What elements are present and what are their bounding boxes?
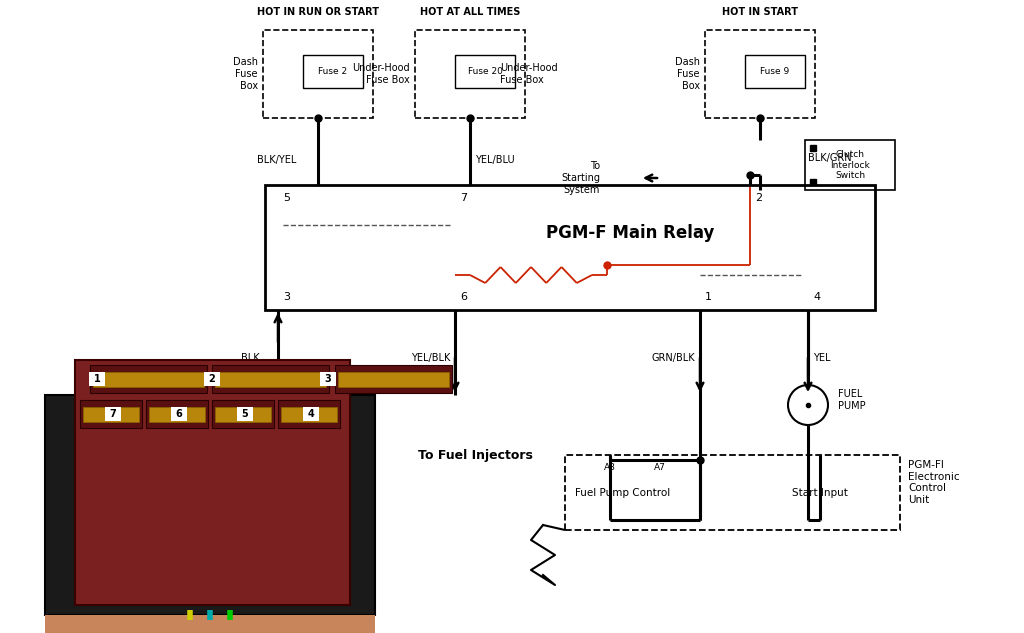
Text: BLK/YEL: BLK/YEL — [257, 155, 296, 165]
Text: 5: 5 — [242, 409, 249, 419]
Bar — [45, 615, 375, 633]
Text: Fuse 20: Fuse 20 — [468, 68, 503, 77]
Text: 7: 7 — [460, 193, 467, 203]
Bar — [805, 140, 895, 190]
Text: Fuse 9: Fuse 9 — [761, 68, 790, 77]
Text: PGM-FI
Electronic
Control
Unit: PGM-FI Electronic Control Unit — [908, 460, 959, 505]
Text: 4: 4 — [307, 409, 314, 419]
Bar — [303, 407, 319, 421]
Text: BLK/GRN: BLK/GRN — [808, 153, 852, 163]
Text: HOT IN START: HOT IN START — [722, 7, 798, 17]
Text: YEL: YEL — [813, 353, 830, 363]
Text: Clutch
Interlock
Switch: Clutch Interlock Switch — [830, 150, 869, 180]
Text: A7: A7 — [654, 463, 666, 472]
Bar — [89, 372, 105, 386]
Bar — [212, 365, 329, 393]
Bar — [319, 372, 336, 386]
Bar — [263, 30, 373, 118]
Bar — [171, 407, 187, 421]
Bar — [83, 407, 139, 422]
Text: 6: 6 — [460, 292, 467, 302]
Bar — [90, 365, 207, 393]
Text: BLK: BLK — [242, 353, 260, 363]
Text: Fuel Pump Control: Fuel Pump Control — [574, 487, 670, 498]
Text: Under-Hood
Fuse Box: Under-Hood Fuse Box — [352, 63, 410, 85]
Text: 6: 6 — [176, 409, 182, 419]
Text: 1: 1 — [705, 292, 712, 302]
Text: HOT AT ALL TIMES: HOT AT ALL TIMES — [420, 7, 520, 17]
Text: FUEL
PUMP: FUEL PUMP — [838, 389, 865, 411]
Bar — [212, 400, 274, 428]
Bar — [455, 55, 515, 88]
Text: Dash
Fuse
Box: Dash Fuse Box — [675, 58, 700, 91]
Text: 1: 1 — [93, 374, 100, 384]
Bar — [335, 365, 452, 393]
Bar — [146, 400, 208, 428]
Text: 7: 7 — [110, 409, 117, 419]
Bar — [281, 407, 337, 422]
Text: YEL/BLK: YEL/BLK — [411, 353, 450, 363]
Bar — [303, 55, 362, 88]
Bar — [75, 360, 350, 605]
Bar — [150, 407, 205, 422]
Text: 3: 3 — [325, 374, 332, 384]
Text: 5: 5 — [283, 193, 290, 203]
Text: YEL/BLU: YEL/BLU — [475, 155, 515, 165]
Bar — [415, 30, 525, 118]
Text: HOT IN RUN OR START: HOT IN RUN OR START — [257, 7, 379, 17]
Bar — [705, 30, 815, 118]
Bar — [215, 372, 326, 387]
Bar — [565, 455, 900, 530]
Bar — [215, 407, 271, 422]
Text: To Fuel Injectors: To Fuel Injectors — [418, 449, 532, 461]
Text: 4: 4 — [813, 292, 820, 302]
Bar — [204, 372, 220, 386]
Bar — [80, 400, 142, 428]
Text: To
Starting
System: To Starting System — [561, 161, 600, 194]
Bar — [355, 615, 375, 633]
Bar — [93, 372, 204, 387]
Text: Dash
Fuse
Box: Dash Fuse Box — [233, 58, 258, 91]
Text: PGM-F Main Relay: PGM-F Main Relay — [546, 223, 714, 242]
Text: 3: 3 — [283, 292, 290, 302]
Text: Under-Hood
Fuse Box: Under-Hood Fuse Box — [500, 63, 558, 85]
Bar — [45, 615, 85, 633]
Text: Fuse 2: Fuse 2 — [318, 68, 347, 77]
Text: A8: A8 — [604, 463, 616, 472]
Bar — [278, 400, 340, 428]
Text: 2: 2 — [209, 374, 215, 384]
Bar — [338, 372, 449, 387]
Text: 2: 2 — [755, 193, 762, 203]
Text: Start Input: Start Input — [792, 487, 848, 498]
Bar — [265, 185, 874, 310]
Bar — [45, 395, 375, 615]
Text: GRN/BLK: GRN/BLK — [651, 353, 695, 363]
Bar — [745, 55, 805, 88]
Bar — [237, 407, 253, 421]
Bar — [105, 407, 121, 421]
Text: From PCM-
Main Relay
Coil
Control: From PCM- Main Relay Coil Control — [229, 411, 306, 469]
